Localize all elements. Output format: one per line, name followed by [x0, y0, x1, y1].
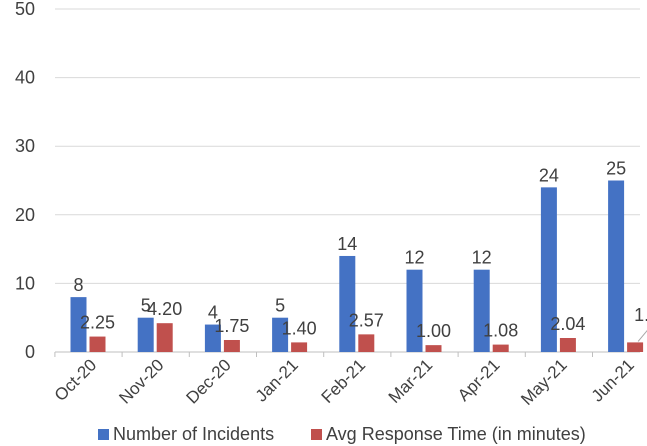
x-tick-label: Dec-20: [183, 355, 235, 407]
data-label-response-time: 1.4: [634, 305, 647, 325]
y-tick-label: 10: [15, 273, 35, 293]
x-tick-label: Nov-20: [115, 355, 167, 407]
bar-incidents: [540, 187, 557, 352]
y-tick-label: 0: [25, 342, 35, 362]
bar-incidents: [608, 180, 625, 352]
legend-label-incidents: Number of Incidents: [113, 424, 274, 444]
data-label-incidents: 12: [404, 248, 424, 268]
x-tick-label: Oct-20: [51, 355, 101, 405]
bar-response-time: [223, 339, 240, 352]
bar-response-time: [291, 342, 308, 352]
data-label-response-time: 1.75: [214, 316, 249, 336]
bar-incidents: [70, 297, 87, 352]
data-label-response-time: 2.25: [80, 313, 115, 333]
x-axis: Oct-20 Nov-20 Dec-20 Jan-21 Feb-21 Mar-21 Apr-…: [51, 352, 638, 409]
data-label-response-time: 4.20: [147, 299, 182, 319]
legend: Number of Incidents Avg Response Time (in…: [98, 424, 586, 444]
legend-swatch-response-time: [311, 429, 322, 440]
bar-incidents: [204, 324, 221, 352]
y-tick-label: 30: [15, 136, 35, 156]
bar-incidents: [339, 255, 356, 352]
x-tick-label: Jun-21: [588, 355, 638, 405]
bar-response-time: [156, 323, 173, 352]
bar-incidents: [272, 317, 289, 352]
bar-incidents: [473, 269, 490, 352]
bar-response-time: [627, 342, 644, 352]
y-tick-label: 50: [15, 0, 35, 19]
data-label-incidents: 8: [73, 275, 83, 295]
bar-response-time: [358, 334, 375, 352]
x-tick-label: Feb-21: [318, 355, 370, 407]
x-tick-label: Jan-21: [252, 355, 302, 405]
bar-response-time: [89, 336, 106, 352]
data-label-incidents: 5: [141, 296, 151, 316]
data-label-response-time: 1.40: [282, 318, 317, 338]
x-tick-label: Mar-21: [385, 355, 437, 407]
bar-response-time: [559, 338, 576, 352]
data-label-response-time: 2.57: [349, 310, 384, 330]
y-tick-label: 20: [15, 205, 35, 225]
legend-swatch-incidents: [98, 429, 109, 440]
data-label-response-time: 1.08: [483, 321, 518, 341]
data-label-incidents: 24: [539, 165, 559, 185]
bar-incidents: [137, 317, 154, 352]
y-tick-label: 40: [15, 68, 35, 88]
legend-label-response-time: Avg Response Time (in minutes): [326, 424, 586, 444]
data-label-incidents: 12: [472, 248, 492, 268]
data-label-response-time: 2.04: [550, 314, 585, 334]
bar-response-time: [492, 344, 509, 352]
x-tick-label: Apr-21: [454, 355, 504, 405]
leader-line: [637, 329, 647, 342]
y-axis: 0 10 20 30 40 50: [15, 0, 35, 362]
bar-response-time: [425, 345, 442, 352]
data-label-incidents: 4: [208, 303, 218, 323]
data-label-response-time: 1.00: [416, 321, 451, 341]
bar-incidents: [406, 269, 423, 352]
data-label-incidents: 5: [275, 296, 285, 316]
data-label-incidents: 25: [606, 159, 626, 179]
x-tick-label: May-21: [517, 355, 571, 409]
data-label-incidents: 14: [337, 234, 357, 254]
